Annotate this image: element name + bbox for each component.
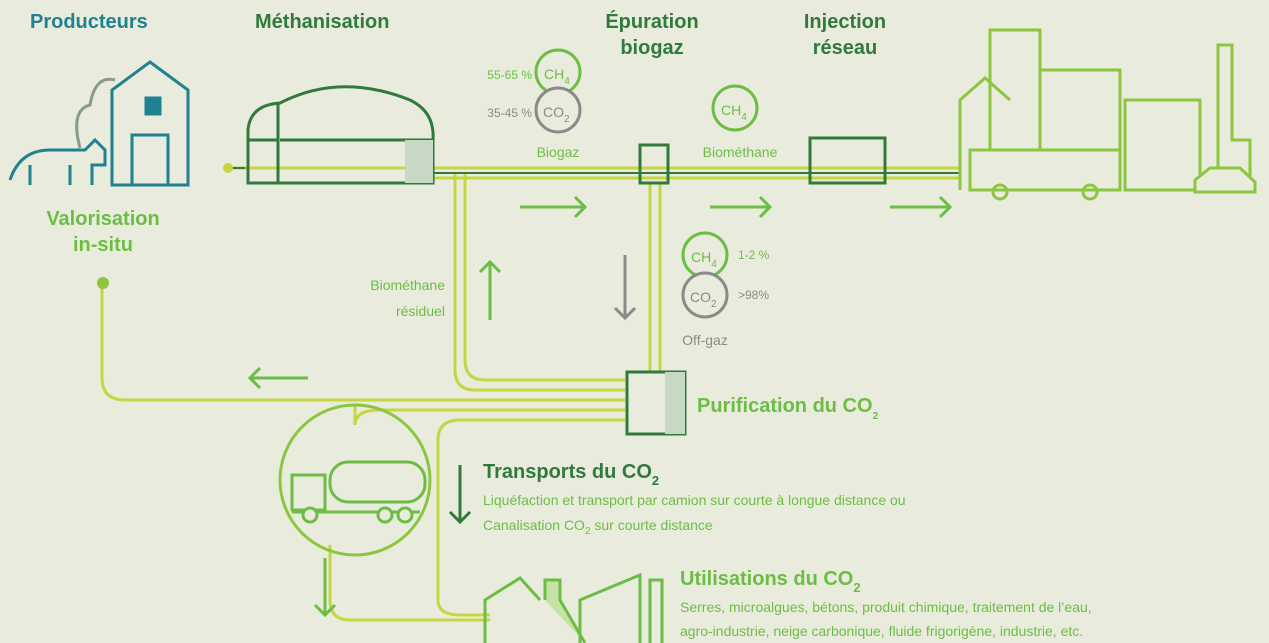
text-part: 2 xyxy=(652,473,659,488)
epuration: Épuration biogaz xyxy=(605,10,698,59)
text-part: sur courte distance xyxy=(591,517,713,533)
city-icon xyxy=(960,30,1255,199)
text-part: CO xyxy=(543,104,564,120)
offgaz-ch4-share: 1-2 % xyxy=(738,248,770,262)
utilisation-line: agro-industrie, neige carbonique, fluide… xyxy=(680,623,1083,639)
text-part: CH xyxy=(691,249,711,265)
producteurs: Producteurs xyxy=(30,11,148,33)
text-part: 2 xyxy=(853,580,860,595)
text-part: 4 xyxy=(711,259,717,270)
lab-icon xyxy=(485,575,662,643)
purification-title: Purification du CO2 xyxy=(697,395,879,422)
text-part: CH xyxy=(544,66,564,82)
injection: Injection réseau xyxy=(804,11,886,59)
transport-line: Canalisation CO2 sur courte distance xyxy=(483,517,713,537)
biomethane-label: Biométhane xyxy=(703,144,778,160)
text-part: CO xyxy=(690,289,711,305)
diagram: Producteurs Méthanisation Épuration bioga… xyxy=(0,0,1269,643)
text-part: 2 xyxy=(564,114,570,125)
text-part: réseau xyxy=(813,37,878,59)
utilisation-title: Utilisations du CO2 xyxy=(680,568,861,595)
biogaz-co2-share: 35-45 % xyxy=(487,106,532,120)
text-part: 4 xyxy=(741,112,747,123)
injection-box xyxy=(810,138,885,183)
transport-line: Liquéfaction et transport par camion sur… xyxy=(483,492,906,508)
text-part: CH xyxy=(721,102,741,118)
text-part: Injection xyxy=(804,11,886,33)
text-part: Canalisation CO xyxy=(483,517,585,533)
utilisation-line: Serres, microalgues, bétons, produit chi… xyxy=(680,599,1092,615)
offgaz-label: Off-gaz xyxy=(682,332,728,348)
purification-shade xyxy=(665,372,685,434)
text-part: biogaz xyxy=(620,37,683,59)
text-part: Transports du CO xyxy=(483,461,652,483)
valorisation: Valorisation in-situ xyxy=(46,208,159,256)
offgaz-co2-share: >98% xyxy=(738,288,769,302)
text-part: Biométhane xyxy=(370,277,445,293)
text-part: in-situ xyxy=(73,234,133,256)
farm-icon xyxy=(10,62,188,185)
biogaz-ch4-share: 55-65 % xyxy=(487,68,532,82)
text-part: Valorisation xyxy=(46,208,159,230)
truck-icon xyxy=(292,462,425,522)
methanisation: Méthanisation xyxy=(255,11,389,33)
residual: Biométhane résiduel xyxy=(370,277,445,319)
text-part: 2 xyxy=(711,299,717,310)
text-part: 2 xyxy=(873,411,879,422)
pipes xyxy=(97,163,960,620)
text-part: Purification du CO xyxy=(697,395,873,417)
biogaz-label: Biogaz xyxy=(537,144,580,160)
text-part: résiduel xyxy=(396,303,445,319)
text-part: 4 xyxy=(564,76,570,87)
text-part: Utilisations du CO xyxy=(680,568,853,590)
text-part: Épuration xyxy=(605,10,698,33)
transport-title: Transports du CO2 xyxy=(483,461,659,488)
